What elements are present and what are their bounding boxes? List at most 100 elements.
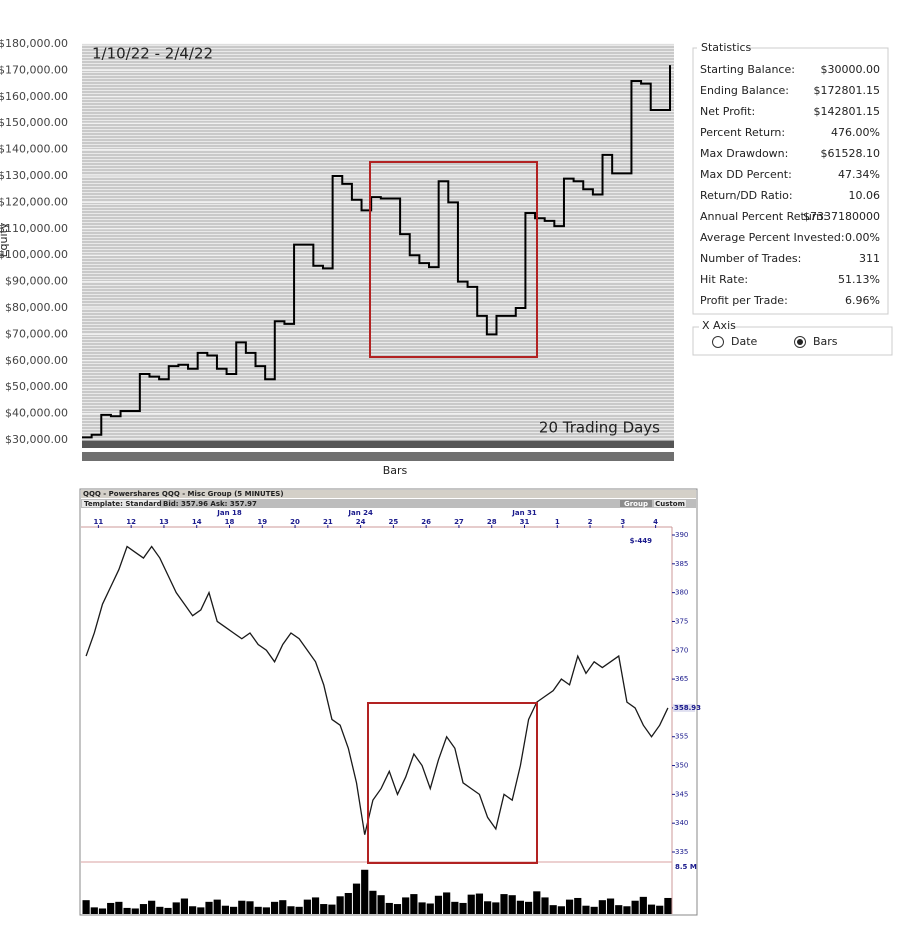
pl-annotation: $-449	[630, 537, 653, 545]
volume-bar	[164, 907, 172, 914]
stat-value: 476.00%	[831, 126, 880, 139]
stat-label: Percent Return:	[700, 126, 785, 139]
group-btn[interactable]	[620, 500, 652, 507]
volume-bar	[344, 892, 352, 914]
volume-bar	[377, 895, 385, 914]
volume-bar	[180, 898, 189, 914]
stat-label: Annual Percent Return:	[700, 210, 827, 223]
x-tick-label: 28	[487, 518, 497, 526]
price-line	[85, 545, 669, 835]
y-tick-label: $130,000.00	[0, 169, 68, 182]
y-tick-label: 370	[675, 646, 688, 654]
stat-label: Average Percent Invested:	[700, 231, 845, 244]
volume-bar	[467, 894, 475, 914]
volume-bar	[656, 905, 664, 914]
volume-bar	[352, 883, 361, 914]
y-tick-label: 350	[675, 762, 688, 770]
y-tick-label: 340	[675, 819, 688, 827]
stat-label: Max DD Percent:	[700, 168, 792, 181]
x-tick-label: 12	[126, 518, 136, 526]
stat-value: 0.00%	[845, 231, 880, 244]
month-label: Jan 24	[347, 509, 373, 517]
stat-label: Return/DD Ratio:	[700, 189, 793, 202]
days-label: 20 Trading Days	[539, 419, 660, 437]
y-tick-label: $30,000.00	[5, 433, 68, 446]
stat-value: $61528.10	[821, 147, 881, 160]
toolbar	[81, 499, 696, 508]
x-axis-label: Bars	[383, 464, 408, 477]
axis-bar	[82, 440, 674, 448]
volume-bar	[533, 891, 541, 914]
y-tick-label: $180,000.00	[0, 37, 68, 50]
volume-bar	[262, 907, 270, 914]
template[interactable]: Template: Standard	[84, 500, 162, 508]
volume-bar	[287, 906, 295, 914]
radio-label[interactable]: Bars	[813, 335, 838, 348]
plot-area	[82, 44, 674, 440]
x-tick-label: 25	[389, 518, 399, 526]
month-label: Jan 31	[511, 509, 537, 517]
template-box[interactable]	[82, 500, 160, 507]
volume-bar	[361, 869, 369, 914]
xaxis-title: X Axis	[702, 319, 736, 332]
volume-bar	[451, 901, 459, 914]
stat-value: 311	[859, 252, 880, 265]
x-tick-label: 27	[454, 518, 464, 526]
y-tick-label: 335	[675, 848, 688, 856]
volume-bar	[156, 906, 164, 914]
radio-dot[interactable]	[797, 339, 803, 345]
volume-bar	[238, 900, 246, 914]
stats-title: Statistics	[701, 41, 752, 54]
radio-label[interactable]: Date	[731, 335, 758, 348]
x-tick-label: 21	[323, 518, 333, 526]
volume-bar	[123, 907, 131, 914]
volume-bar	[107, 902, 115, 914]
equity-line	[82, 65, 671, 439]
stat-value: 51.13%	[838, 273, 880, 286]
volume-tick-label: 8.5 M	[675, 863, 697, 871]
last-price: 358.93	[674, 704, 701, 712]
stat-label: Starting Balance:	[700, 63, 795, 76]
x-tick-label: 26	[421, 518, 431, 526]
volume-bar	[410, 894, 418, 914]
group-label[interactable]: Group	[624, 500, 648, 508]
y-tick-label: $160,000.00	[0, 90, 68, 103]
volume-bar	[197, 907, 205, 914]
y-tick-label: 375	[675, 617, 688, 625]
quote: Bid: 357.96 Ask: 357.97	[163, 500, 257, 508]
stat-value: 10.06	[849, 189, 881, 202]
custom-label[interactable]: Custom	[655, 500, 685, 508]
stat-label: Number of Trades:	[700, 252, 801, 265]
volume-bar	[90, 907, 98, 914]
volume-bar	[475, 893, 484, 914]
stat-label: Hit Rate:	[700, 273, 748, 286]
volume-bar	[574, 897, 582, 914]
month-label: Jan 18	[216, 509, 242, 517]
volume-bar	[246, 901, 254, 914]
y-tick-label: 380	[675, 589, 688, 597]
stat-value: 6.96%	[845, 294, 880, 307]
x-tick-label: 3	[620, 518, 625, 526]
volume-bar	[336, 896, 344, 914]
volume-bar	[492, 902, 500, 914]
custom-btn[interactable]	[654, 500, 686, 507]
volume-bar	[270, 901, 279, 914]
highlight	[369, 161, 538, 358]
scrollbar[interactable]	[82, 452, 674, 461]
y-tick-label: $60,000.00	[5, 354, 68, 367]
volume-bar	[82, 900, 90, 914]
volume-bar	[541, 897, 549, 914]
xaxis-title-bg	[699, 320, 733, 332]
volume-bar	[664, 897, 672, 914]
stat-value: $142801.15	[814, 105, 880, 118]
y-tick-label: $150,000.00	[0, 116, 68, 129]
volume-bar	[631, 900, 639, 914]
stats-box	[692, 47, 889, 315]
volume-bar	[598, 900, 606, 914]
radio[interactable]	[712, 336, 724, 348]
volume-bar	[189, 906, 197, 914]
stat-value: $7337180000	[803, 210, 880, 223]
highlight	[367, 702, 538, 864]
y-tick-label: 355	[675, 733, 688, 741]
